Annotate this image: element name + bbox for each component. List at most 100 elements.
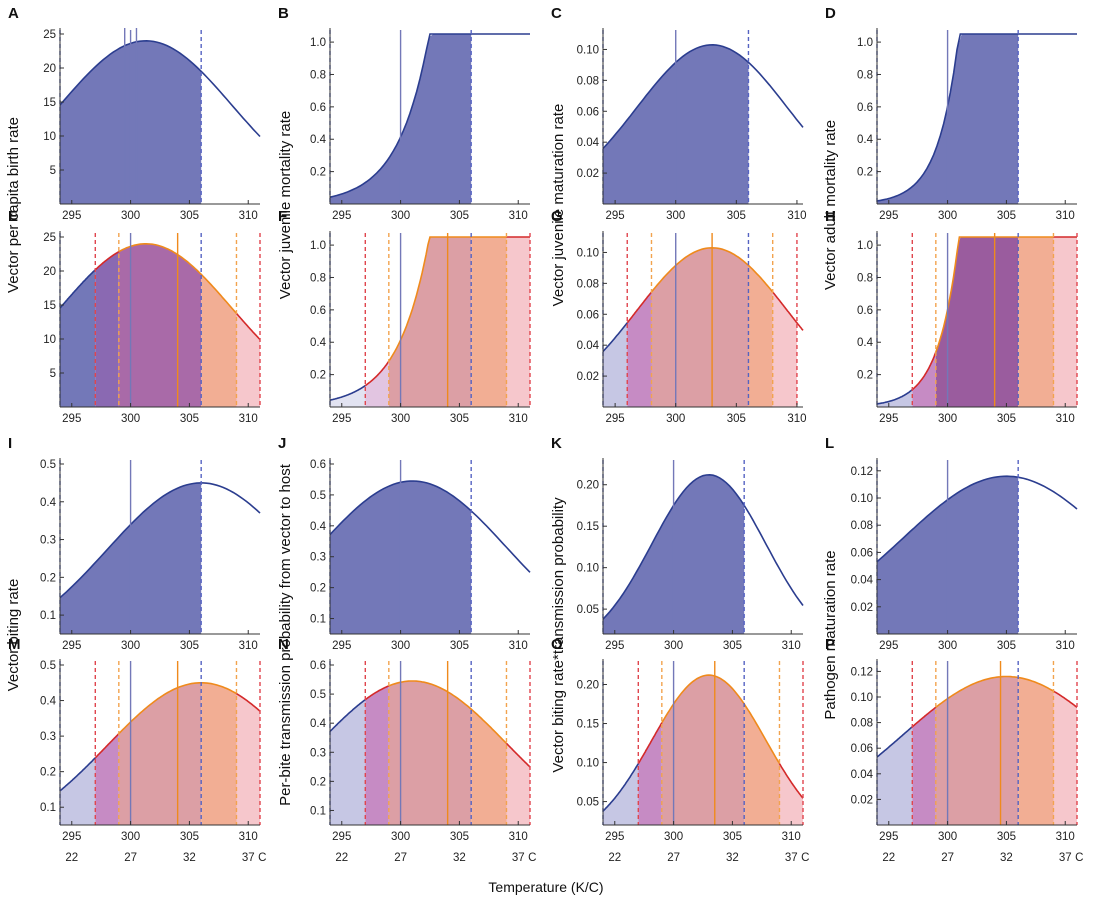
xtick-label-j-2: 305 <box>450 640 469 652</box>
ytick-label-k-0: 0.05 <box>577 604 599 616</box>
area-region-g-3 <box>748 265 773 407</box>
ytick-label-e-0: 5 <box>50 368 56 380</box>
celsius-label-p-1: 27 <box>941 852 954 864</box>
ytick-label-n-4: 0.5 <box>310 689 326 701</box>
panel-i: I 0.1 0.2 0.3 0.4 0.5 295 300 305 310 <box>8 435 261 652</box>
panel-letter-c: C <box>551 5 562 22</box>
ytick-label-k-1: 0.10 <box>577 563 599 575</box>
curve-blue-n <box>329 698 366 732</box>
ytick-label-j-1: 0.2 <box>310 583 326 595</box>
curve-red-f <box>364 360 390 387</box>
ytick-label-b-3: 0.8 <box>310 69 326 81</box>
panel-letter-i: I <box>8 435 12 452</box>
ytick-label-m-4: 0.5 <box>40 660 56 672</box>
ytick-label-l-3: 0.08 <box>851 520 873 532</box>
xtick-label-c-1: 300 <box>666 210 685 222</box>
xtick-label-p-2: 305 <box>997 831 1016 843</box>
xtick-label-o-1: 300 <box>664 831 683 843</box>
xtick-label-i-1: 300 <box>121 640 140 652</box>
ytick-label-g-2: 0.06 <box>577 309 599 321</box>
ytick-label-a-0: 5 <box>50 165 56 177</box>
panel-letter-g: G <box>551 208 563 225</box>
xtick-label-h-2: 305 <box>997 413 1016 425</box>
area-region-e-4 <box>236 313 260 407</box>
curve-blue-g <box>602 322 628 353</box>
ytick-label-b-4: 1.0 <box>310 37 326 49</box>
area-region-e-2 <box>118 243 202 407</box>
area-region-f-3 <box>471 237 507 407</box>
panel-letter-o: O <box>551 636 563 653</box>
celsius-label-m-0: 22 <box>65 852 78 864</box>
ytick-label-l-5: 0.12 <box>851 466 873 478</box>
area-region-h-3 <box>1018 237 1054 407</box>
xtick-label-m-0: 295 <box>62 831 81 843</box>
row-label-juvenile-mortality: Vector juvenile mortality rate <box>277 111 294 299</box>
panel-d: D 0.2 0.4 0.6 0.8 1.0 295 300 305 310 <box>825 5 1077 222</box>
area-region-p-3 <box>1018 677 1054 825</box>
curve-red-n <box>364 685 389 701</box>
area-region-p-4 <box>1053 691 1077 825</box>
row-labels-layer: Vector per capita birth rate Vector juve… <box>5 104 839 895</box>
area-region-f-2 <box>388 237 472 407</box>
ytick-label-m-3: 0.4 <box>40 696 57 708</box>
xtick-label-h-0: 295 <box>879 413 898 425</box>
xtick-label-f-2: 305 <box>450 413 469 425</box>
ytick-label-d-0: 0.2 <box>857 167 873 179</box>
xtick-label-c-3: 310 <box>787 210 806 222</box>
ytick-label-b-0: 0.2 <box>310 167 326 179</box>
xtick-label-b-3: 310 <box>509 210 528 222</box>
ytick-label-f-3: 0.8 <box>310 272 326 284</box>
ytick-label-a-1: 10 <box>43 131 56 143</box>
ytick-label-c-1: 0.04 <box>577 137 600 149</box>
xtick-label-d-2: 305 <box>997 210 1016 222</box>
curve-orange-p <box>935 675 1054 708</box>
panel-letter-k: K <box>551 435 562 452</box>
xtick-label-k-3: 310 <box>782 640 801 652</box>
ytick-label-g-1: 0.04 <box>577 340 600 352</box>
xtick-label-b-0: 295 <box>332 210 351 222</box>
curve-red-hi-p <box>1053 690 1078 708</box>
area-region-m-2 <box>118 682 202 825</box>
xtick-label-l-3: 310 <box>1056 640 1075 652</box>
xtick-label-m-1: 300 <box>121 831 140 843</box>
row-label-adult-mortality: Vector adult mortality rate <box>822 120 839 290</box>
celsius-unit-n: C <box>528 852 536 864</box>
ytick-label-n-1: 0.2 <box>310 776 326 788</box>
xtick-label-f-1: 300 <box>391 413 410 425</box>
ytick-label-h-1: 0.4 <box>857 337 874 349</box>
ytick-label-o-3: 0.20 <box>577 680 599 692</box>
ytick-label-b-2: 0.6 <box>310 102 326 114</box>
area-region-n-2 <box>388 681 472 825</box>
series-curve-i <box>59 482 261 599</box>
xtick-label-d-3: 310 <box>1056 210 1075 222</box>
celsius-label-m-3: 37 <box>242 852 255 864</box>
ytick-label-k-2: 0.15 <box>577 521 599 533</box>
xtick-label-i-2: 305 <box>180 640 199 652</box>
area-region-p-2 <box>935 676 1019 825</box>
panel-g: G 0.02 0.04 0.06 0.08 0.10 295 300 305 310 <box>551 208 807 425</box>
area-region-n-1 <box>365 685 389 825</box>
xtick-label-d-0: 295 <box>879 210 898 222</box>
xtick-label-h-3: 310 <box>1056 413 1075 425</box>
xtick-label-k-0: 295 <box>605 640 624 652</box>
area-region-o-1 <box>638 722 662 825</box>
ytick-label-c-4: 0.10 <box>577 44 599 56</box>
ytick-label-l-2: 0.06 <box>851 547 873 559</box>
panel-m: M 0.1 0.2 0.3 0.4 0.5 295 300 305 310 22 27 32 37 C <box>8 636 266 864</box>
panels-layer: A 5 10 15 20 25 295 300 305 310 B 0.2 0.4 0.6 0.8 1.0 29… <box>8 5 1083 864</box>
row-label-pathogen-maturation: Pathogen maturation rate <box>822 550 839 719</box>
area-region-e-0 <box>60 269 96 407</box>
area-region-b <box>330 34 472 204</box>
area-region-h-4 <box>1053 237 1077 407</box>
xtick-label-k-2: 305 <box>723 640 742 652</box>
panel-o: O 0.05 0.10 0.15 0.20 295 300 305 310 22 27 32 37 C <box>551 636 809 864</box>
xtick-label-j-0: 295 <box>332 640 351 652</box>
ytick-label-d-4: 1.0 <box>857 37 873 49</box>
xtick-label-l-0: 295 <box>879 640 898 652</box>
xtick-label-m-2: 305 <box>180 831 199 843</box>
ytick-label-g-0: 0.02 <box>577 371 599 383</box>
ytick-label-h-3: 0.8 <box>857 272 873 284</box>
ytick-label-p-3: 0.08 <box>851 718 873 730</box>
row-label-birth: Vector per capita birth rate <box>5 117 22 293</box>
